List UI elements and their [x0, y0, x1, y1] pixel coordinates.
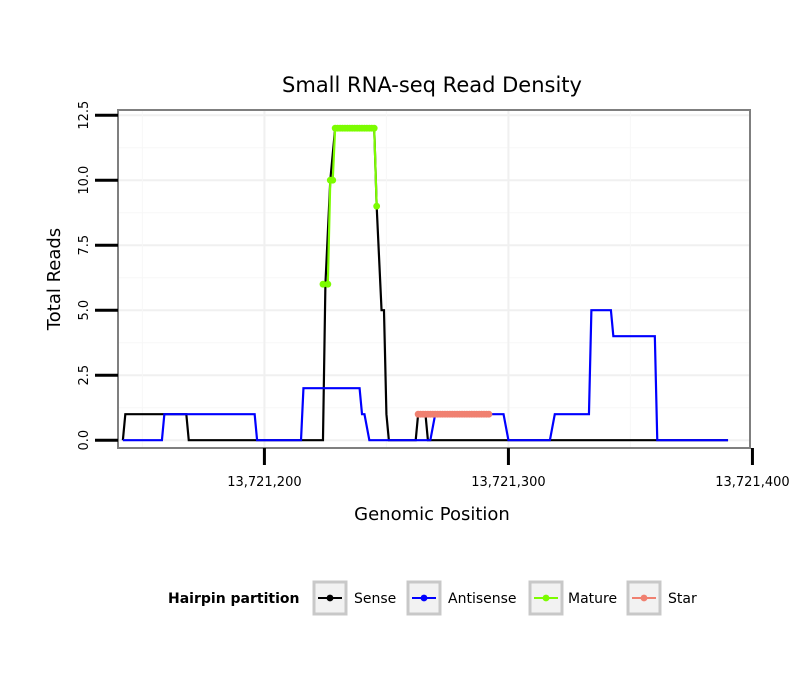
- legend-label: Sense: [354, 591, 396, 607]
- data-point-mature: [319, 280, 327, 288]
- x-axis-title: Genomic Position: [354, 504, 510, 525]
- y-tick-label: 10.0: [77, 166, 92, 195]
- data-point-mature: [329, 176, 337, 184]
- y-tick-label: 12.5: [77, 101, 92, 130]
- y-tick-label: 0.0: [77, 430, 92, 451]
- y-tick-label: 5.0: [77, 300, 92, 321]
- legend-key-point: [420, 594, 428, 602]
- y-tick-label: 7.5: [77, 235, 92, 256]
- legend: Hairpin partition Sense Antisense Mature St…: [168, 580, 697, 616]
- x-tick-label: 13,721,200: [227, 475, 301, 490]
- data-point-mature: [370, 124, 378, 132]
- y-axis-title: Total Reads: [44, 228, 65, 331]
- chart-title: Small RNA-seq Read Density: [282, 73, 582, 97]
- legend-key-point: [326, 594, 334, 602]
- legend-key-point: [542, 594, 550, 602]
- series-line-antisense: [122, 309, 729, 442]
- legend-title: Hairpin partition: [168, 591, 299, 607]
- legend-key-point: [640, 594, 648, 602]
- series-layer: [121, 124, 729, 442]
- legend-label: Antisense: [448, 591, 517, 607]
- series-line-mature: [322, 127, 378, 286]
- legend-label: Star: [668, 591, 697, 607]
- x-tick-label: 13,721,400: [715, 475, 789, 490]
- x-tick-label: 13,721,300: [471, 475, 545, 490]
- series-line-sense: [121, 127, 729, 442]
- legend-label: Mature: [568, 591, 617, 607]
- axis-layer: 0.0 2.5 5.0 7.5 10.0 12.5 13,721,200 13,721,300…: [77, 101, 790, 490]
- data-point-star: [485, 410, 493, 418]
- data-point-mature: [324, 280, 332, 288]
- y-tick-label: 2.5: [77, 365, 92, 386]
- plot-panel-border: [117, 109, 751, 449]
- data-point-mature: [373, 202, 381, 210]
